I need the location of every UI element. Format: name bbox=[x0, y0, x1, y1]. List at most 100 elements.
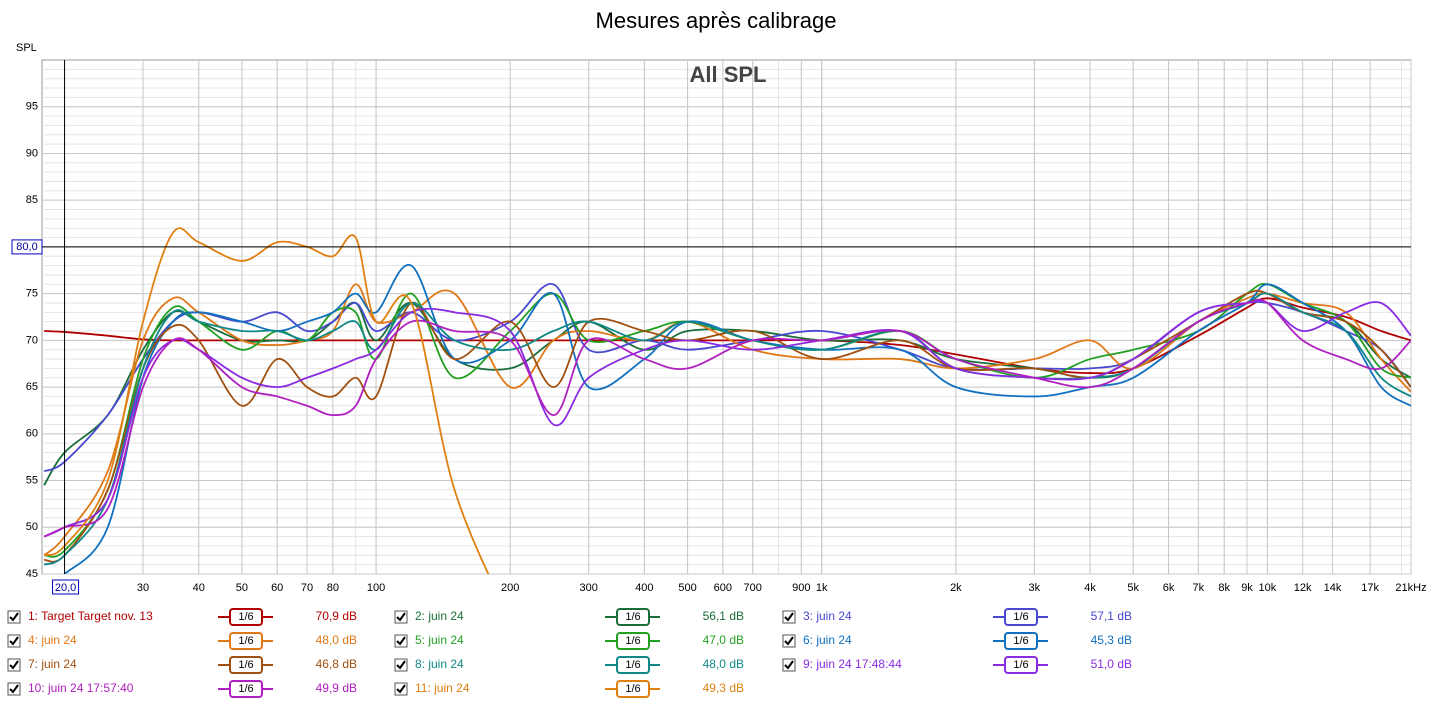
legend-checkmark bbox=[9, 660, 19, 670]
legend-smoothing: 1/6 bbox=[625, 635, 640, 647]
cursor-y-label: 80,0 bbox=[16, 241, 37, 253]
x-tick-label: 6k bbox=[1163, 582, 1175, 594]
x-tick-label: 300 bbox=[580, 582, 598, 594]
legend-name: 7: juin 24 bbox=[28, 657, 77, 671]
x-tick-label: 100 bbox=[367, 582, 385, 594]
legend-name: 4: juin 24 bbox=[28, 633, 77, 647]
legend-smoothing: 1/6 bbox=[1013, 635, 1028, 647]
legend-level: 56,1 dB bbox=[703, 609, 744, 623]
y-tick-label: 55 bbox=[26, 474, 38, 486]
legend-smoothing: 1/6 bbox=[1013, 659, 1028, 671]
x-tick-label: 900 bbox=[792, 582, 810, 594]
legend-name: 6: juin 24 bbox=[803, 633, 852, 647]
y-tick-label: 45 bbox=[26, 568, 38, 580]
legend-checkmark bbox=[784, 636, 794, 646]
legend-smoothing: 1/6 bbox=[625, 611, 640, 623]
x-tick-label: 9k bbox=[1241, 582, 1253, 594]
legend-checkmark bbox=[396, 636, 406, 646]
chart-title: Mesures après calibrage bbox=[596, 8, 837, 33]
legend-name: 1: Target Target nov. 13 bbox=[28, 609, 153, 623]
y-tick-label: 70 bbox=[26, 334, 38, 346]
y-tick-label: 95 bbox=[26, 101, 38, 113]
legend-checkmark bbox=[9, 636, 19, 646]
legend-checkmark bbox=[396, 660, 406, 670]
x-tick-label: 14k bbox=[1324, 582, 1342, 594]
y-tick-label: 60 bbox=[26, 428, 38, 440]
x-tick-label: 1k bbox=[816, 582, 828, 594]
legend-name: 3: juin 24 bbox=[803, 609, 852, 623]
y-tick-label: 50 bbox=[26, 521, 38, 533]
legend-level: 49,9 dB bbox=[316, 681, 357, 695]
legend-smoothing-box[interactable] bbox=[1004, 632, 1038, 650]
legend-smoothing: 1/6 bbox=[238, 659, 253, 671]
legend-checkmark bbox=[9, 612, 19, 622]
plot-area bbox=[41, 59, 1412, 575]
series-line bbox=[63, 264, 1411, 574]
legend-smoothing-box[interactable] bbox=[229, 656, 263, 674]
x-tick-label: 600 bbox=[714, 582, 732, 594]
legend-level: 46,8 dB bbox=[316, 657, 357, 671]
legend-smoothing-box[interactable] bbox=[616, 608, 650, 626]
legend-name: 8: juin 24 bbox=[415, 657, 464, 671]
x-tick-label: 60 bbox=[271, 582, 283, 594]
legend-smoothing: 1/6 bbox=[238, 611, 253, 623]
series-line bbox=[43, 298, 1411, 538]
x-tick-label: 4k bbox=[1084, 582, 1096, 594]
legend-name: 11: juin 24 bbox=[415, 681, 470, 695]
legend-level: 48,0 dB bbox=[703, 657, 744, 671]
legend-level: 49,3 dB bbox=[703, 681, 744, 695]
legend-level: 45,3 dB bbox=[1091, 633, 1132, 647]
cursor-x-box bbox=[52, 579, 80, 595]
x-tick-label: 200 bbox=[501, 582, 519, 594]
legend-smoothing: 1/6 bbox=[238, 683, 253, 695]
grid bbox=[42, 60, 1412, 575]
x-tick-label: 12k bbox=[1294, 582, 1312, 594]
legend-smoothing-box[interactable] bbox=[1004, 608, 1038, 626]
legend-name: 10: juin 24 17:57:40 bbox=[28, 681, 134, 695]
x-tick-label: 500 bbox=[678, 582, 696, 594]
x-tick-label: 3k bbox=[1029, 582, 1041, 594]
legend-checkmark bbox=[784, 612, 794, 622]
legend-smoothing-box[interactable] bbox=[229, 608, 263, 626]
legend-checkmark bbox=[396, 612, 406, 622]
legend-name: 9: juin 24 17:48:44 bbox=[803, 657, 902, 671]
y-tick-label: 65 bbox=[26, 381, 38, 393]
legend-smoothing-box[interactable] bbox=[1004, 656, 1038, 674]
legend-smoothing-box[interactable] bbox=[229, 632, 263, 650]
x-tick-label: 8k bbox=[1218, 582, 1230, 594]
x-tick-label: 5k bbox=[1127, 582, 1139, 594]
legend-name: 2: juin 24 bbox=[415, 609, 464, 623]
x-tick-label: 21kHz bbox=[1395, 582, 1426, 594]
x-tick-label: 2k bbox=[950, 582, 962, 594]
legend-name: 5: juin 24 bbox=[415, 633, 464, 647]
series-line bbox=[44, 297, 1411, 375]
x-tick-label: 700 bbox=[744, 582, 762, 594]
curves bbox=[43, 227, 1411, 574]
x-tick-label: 17k bbox=[1361, 582, 1379, 594]
legend-smoothing: 1/6 bbox=[1013, 611, 1028, 623]
legend-smoothing: 1/6 bbox=[625, 659, 640, 671]
legend-smoothing-box[interactable] bbox=[616, 656, 650, 674]
y-axis-label: SPL bbox=[16, 42, 37, 54]
x-tick-label: 10k bbox=[1259, 582, 1277, 594]
x-tick-label: 400 bbox=[635, 582, 653, 594]
legend-smoothing-box[interactable] bbox=[616, 632, 650, 650]
legend-checkmark bbox=[9, 684, 19, 694]
legend: 1: Target Target nov. 13 1/6 70,9 dB 2: jui… bbox=[7, 608, 1132, 698]
y-tick-label: 75 bbox=[26, 288, 38, 300]
legend-level: 47,0 dB bbox=[703, 633, 744, 647]
x-tick-label: 30 bbox=[137, 582, 149, 594]
y-tick-label: 85 bbox=[26, 194, 38, 206]
y-tick-label: 90 bbox=[26, 147, 38, 159]
legend-checkmark bbox=[784, 660, 794, 670]
legend-level: 57,1 dB bbox=[1091, 609, 1132, 623]
legend-smoothing-box[interactable] bbox=[616, 680, 650, 698]
series-line bbox=[43, 227, 490, 574]
plot-annotation: All SPL bbox=[689, 62, 766, 87]
legend-smoothing-box[interactable] bbox=[229, 680, 263, 698]
x-tick-label: 50 bbox=[236, 582, 248, 594]
legend-checkmark bbox=[396, 684, 406, 694]
legend-level: 48,0 dB bbox=[316, 633, 357, 647]
x-tick-label: 7k bbox=[1193, 582, 1205, 594]
